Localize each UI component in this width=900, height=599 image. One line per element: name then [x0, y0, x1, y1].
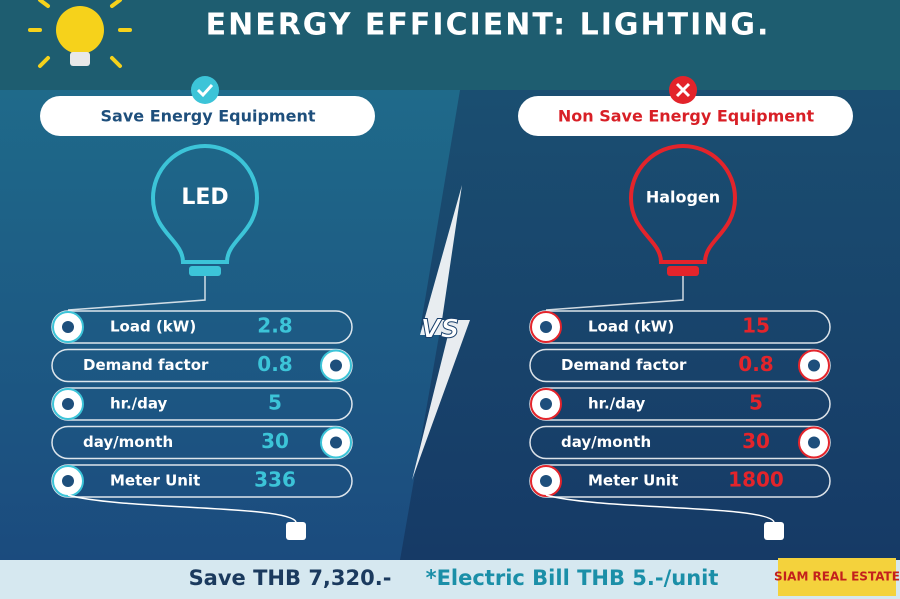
row-icon-dot [540, 321, 552, 333]
row-icon-dot [330, 359, 342, 372]
wire [67, 276, 206, 311]
bulb-base [189, 266, 221, 276]
row-value: 30 [261, 429, 289, 453]
badge-glyph [196, 83, 214, 98]
panel: Non Save Energy Equipment Halogen Load (kW… [518, 76, 853, 540]
row-icon-dot [808, 436, 820, 449]
row-label: Load (kW) [588, 318, 674, 336]
row-icon-dot [62, 321, 74, 333]
row-value: 1800 [728, 468, 784, 492]
row-label: Meter Unit [110, 472, 200, 490]
row-label: Meter Unit [588, 472, 678, 490]
divider [412, 185, 470, 480]
badge [40, 96, 375, 136]
row-label: hr./day [588, 395, 646, 413]
row-label: day/month [561, 433, 651, 451]
row-icon-dot [540, 398, 552, 410]
panel: Save Energy Equipment LED Load (kW) 2.8 Dema… [40, 76, 375, 540]
bulb-outline [150, 144, 260, 264]
note: *Electric Bill THB 5.-/unit [426, 566, 719, 590]
row-value: 0.8 [738, 352, 773, 376]
bulb-label: LED [181, 185, 228, 210]
row-icon-dot [808, 359, 820, 372]
logo-box [778, 558, 896, 596]
vs-label: VS [421, 315, 460, 345]
title: ENERGY EFFICIENT: LIGHTING. [206, 8, 771, 43]
saving: Save THB 7,320.- [189, 566, 392, 590]
row-icon-dot [62, 475, 74, 487]
wire [545, 276, 684, 311]
plug [764, 522, 784, 540]
header-band [0, 0, 900, 90]
row-value: 0.8 [257, 352, 292, 376]
row-label: Demand factor [83, 356, 209, 374]
logo: SIAM REAL ESTATE [774, 570, 900, 584]
row-value: 30 [742, 429, 770, 453]
badge-label: Non Save Energy Equipment [558, 107, 815, 126]
plug-wire [545, 494, 775, 523]
row-value: 336 [254, 468, 296, 492]
bulb-outline [628, 144, 738, 264]
row-label: Demand factor [561, 356, 687, 374]
row-label: hr./day [110, 395, 168, 413]
badge [518, 96, 853, 136]
bulb-icon [28, 0, 132, 68]
plug [286, 522, 306, 540]
footer-band [0, 560, 900, 599]
row-value: 5 [749, 391, 763, 415]
plug-wire [67, 494, 297, 523]
row-value: 15 [742, 314, 770, 338]
row-icon-dot [62, 398, 74, 410]
badge-icon [191, 76, 219, 104]
badge-label: Save Energy Equipment [101, 107, 316, 126]
bulb-label: Halogen [646, 188, 720, 207]
row-value: 5 [268, 391, 282, 415]
badge-glyph [675, 82, 691, 98]
row-icon-dot [540, 475, 552, 487]
row-value: 2.8 [257, 314, 292, 338]
row-label: day/month [83, 433, 173, 451]
row-icon-dot [330, 436, 342, 449]
bulb-base [667, 266, 699, 276]
row-label: Load (kW) [110, 318, 196, 336]
